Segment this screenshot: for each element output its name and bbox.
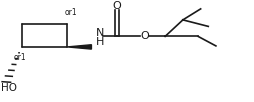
Text: or1: or1 <box>65 8 77 17</box>
Text: O: O <box>140 31 149 41</box>
Text: H: H <box>96 37 104 47</box>
Text: or1: or1 <box>14 53 27 62</box>
Text: N: N <box>96 28 104 38</box>
Text: O: O <box>113 1 121 11</box>
Text: HO: HO <box>1 83 17 93</box>
Polygon shape <box>67 45 91 49</box>
